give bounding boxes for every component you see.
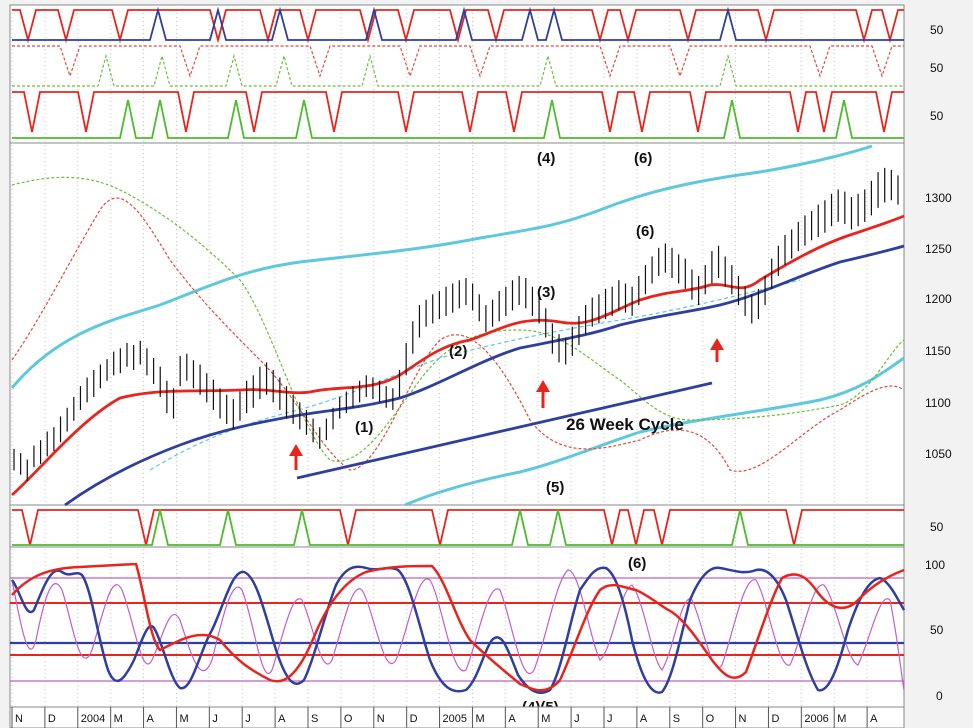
x-axis-label: D [771,713,779,725]
annotation-wave-5: (5) [546,479,564,496]
x-axis-label: M [837,713,846,725]
x-axis-label: M [475,713,484,725]
mid-red-cycle-line [12,509,904,546]
annotation-top-4: (4) [537,150,555,167]
top-red-cycle-line [12,9,904,44]
x-axis-label: 2004 [81,713,105,725]
cycle-axis-label-2: 50 [930,61,944,75]
osc-axis-label-0: 0 [936,689,943,703]
annotations: (4) (6) (6) (3) (2) (1) 26 Week Cycle (5… [355,150,684,716]
top-green-cycle-line [12,99,904,139]
top-red-cycle-line-2 [12,91,904,133]
price-axis-label-1200: 1200 [925,292,952,306]
x-axis-strip [9,706,905,728]
cycle-arrows [289,338,724,470]
x-axis-label: M [541,713,550,725]
top-red-dash-cycle-line [12,45,904,78]
price-axis-label-1250: 1250 [925,242,952,256]
price-axis-label-1100: 1100 [925,396,951,410]
red-oscillator-line [11,562,905,692]
x-axis-label: O [344,713,353,725]
mid-cycle-axis-label: 50 [930,520,944,534]
x-axis-label: M [179,713,188,725]
x-axis-label: N [15,713,23,725]
mid-green-cycle-line [12,509,904,546]
x-axis-label: M [114,713,123,725]
x-axis-label: A [147,713,155,725]
annotation-wave-1: (1) [355,419,373,436]
x-axis-label: J [574,713,580,725]
price-axis-label-1050: 1050 [925,447,952,461]
price-curves [10,144,905,507]
red-dash-curve [11,197,905,472]
x-axis-label: A [278,713,286,725]
mid-cycle-panel [9,504,905,548]
annotation-wave-3: (3) [537,284,555,301]
annotation-wave-6: (6) [636,223,654,240]
x-axis: N D 2004 M A M J J A S O N D 2005 M A M J J A S O N D 2006 M A [11,707,878,728]
annotation-wave-2: (2) [449,343,467,360]
top-cycle-lines [12,6,904,139]
x-axis-label: N [739,713,747,725]
price-axis-label-1300: 1300 [925,191,952,205]
vertical-gridlines [11,5,868,707]
price-panel [9,142,905,506]
cycle-arrow-1 [289,444,303,470]
oscillator-panel [9,546,905,708]
right-axis: 50 50 50 1300 1250 1200 1150 1100 1050 5… [925,23,952,703]
x-axis-label: N [377,713,385,725]
x-axis-label: A [640,713,648,725]
blue-oscillator-line [10,565,906,694]
cyan-dash-curve [149,279,801,471]
x-axis-label: A [870,713,878,725]
osc-axis-label-50: 50 [930,623,944,637]
mid-cycle-lines [12,509,904,546]
upper-envelope-line [10,144,873,389]
cycle-trendline [296,381,713,480]
x-axis-label: J [607,713,613,725]
x-axis-label: S [311,713,318,725]
blue-moving-average-line [64,244,905,507]
cycle-axis-label-3: 50 [930,109,944,123]
top-green-dash-cycle-line [12,53,904,87]
oscillator-lines [10,562,906,694]
x-axis-label: D [410,713,418,725]
cycle-arrow-2 [536,380,550,408]
lower-envelope-line [404,356,905,507]
x-axis-label: 2005 [443,713,467,725]
x-axis-label: O [706,713,715,725]
cycle-arrow-3 [710,338,724,362]
x-axis-label: J [212,713,218,725]
x-axis-label: A [508,713,516,725]
purple-oscillator-line [11,569,905,691]
x-axis-label: S [673,713,680,725]
annotation-osc-6: (6) [628,555,646,572]
price-bars [13,167,899,482]
top-blue-cycle-line [12,6,904,41]
x-axis-label: J [245,713,251,725]
x-axis-label: D [48,713,56,725]
top-cycle-panel [9,4,905,144]
x-axis-label: 2006 [804,713,828,725]
annotation-top-6: (6) [634,150,652,167]
price-axis-label-1150: 1150 [925,344,951,358]
red-moving-average-line [11,214,905,497]
annotation-cycle-label: 26 Week Cycle [566,415,684,434]
osc-axis-label-100: 100 [925,558,945,572]
cycle-axis-label-1: 50 [930,23,944,37]
